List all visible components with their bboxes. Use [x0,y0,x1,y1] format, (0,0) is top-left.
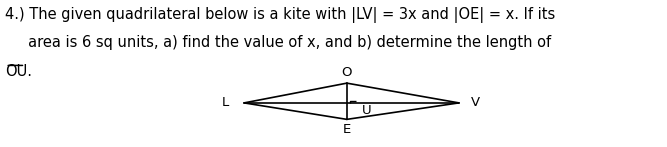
Text: V: V [471,96,480,109]
Text: OU.: OU. [5,64,32,79]
Text: E: E [343,123,351,136]
Text: U: U [362,104,371,117]
Text: 4.) The given quadrilateral below is a kite with |LV| = 3x and |OE| = x. If its: 4.) The given quadrilateral below is a k… [5,7,556,23]
Text: O: O [342,66,352,80]
Text: area is 6 sq units, a) find the value of x, and b) determine the length of: area is 6 sq units, a) find the value of… [5,35,552,50]
Text: L: L [222,96,229,109]
